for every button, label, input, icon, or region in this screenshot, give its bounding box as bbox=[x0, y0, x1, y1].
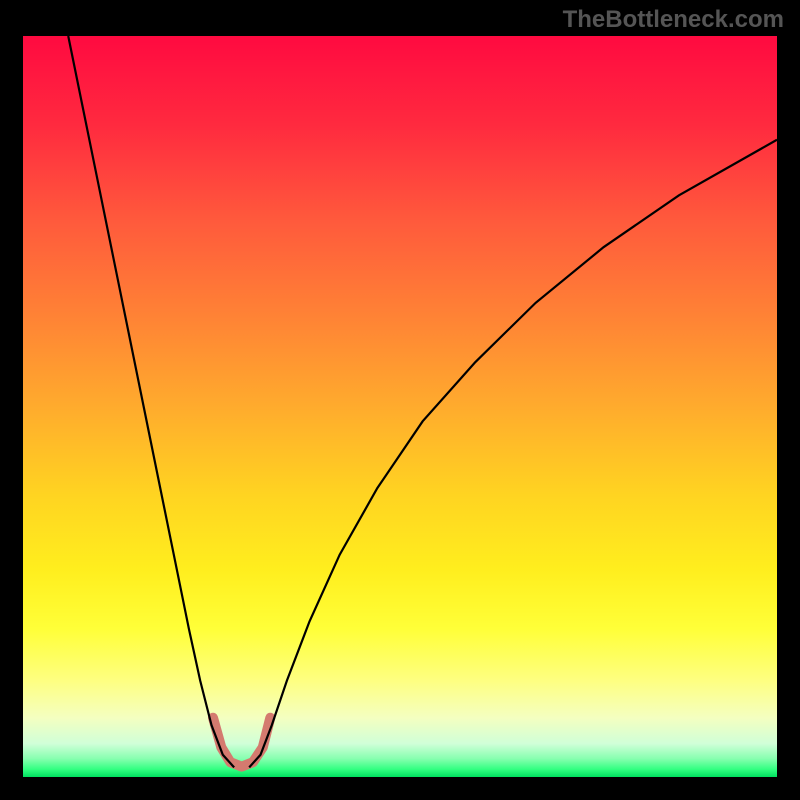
main-curve-left bbox=[68, 36, 234, 767]
plot-area bbox=[23, 36, 777, 777]
curve-layer bbox=[23, 36, 777, 777]
main-curve-right bbox=[249, 140, 777, 768]
watermark-text: TheBottleneck.com bbox=[563, 6, 784, 34]
bottleneck-marker bbox=[213, 718, 270, 767]
